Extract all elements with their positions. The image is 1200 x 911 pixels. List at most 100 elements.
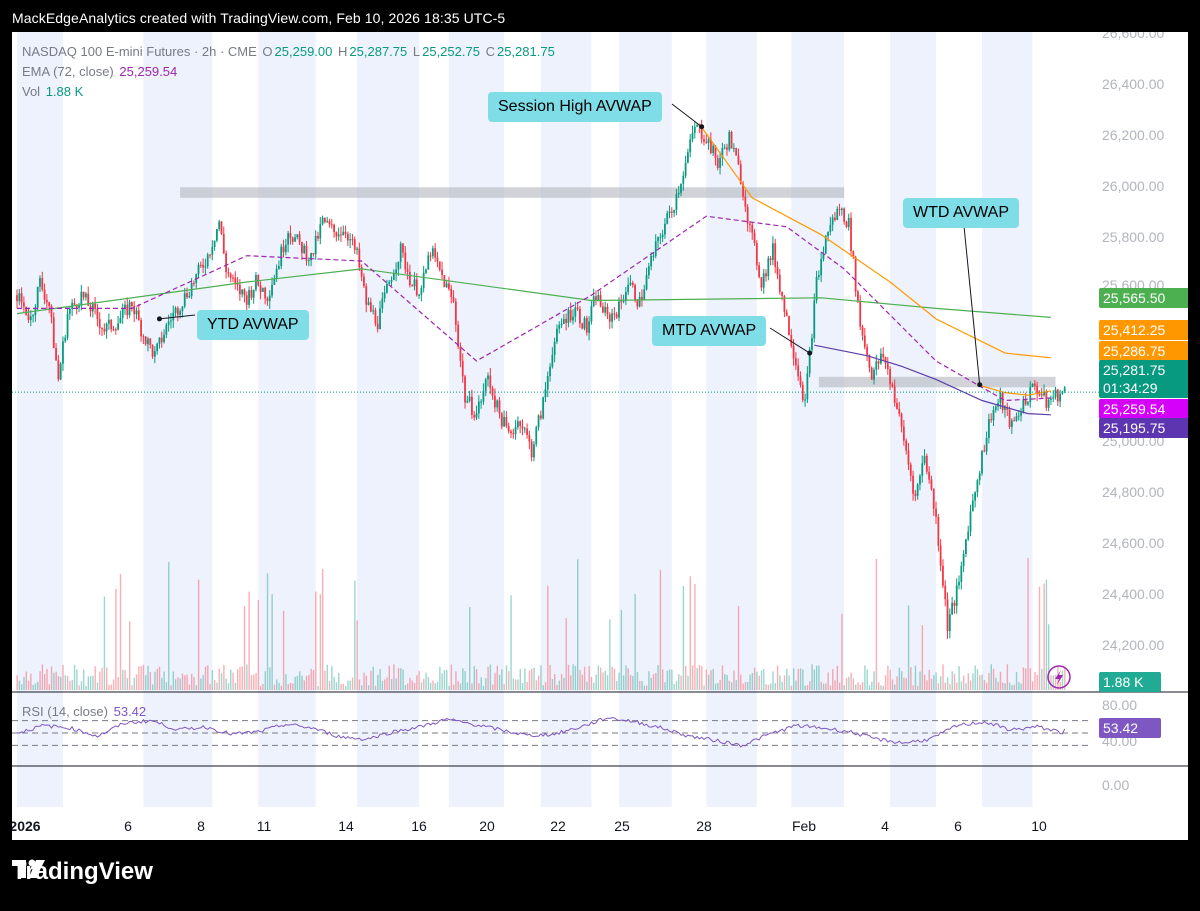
volume-bar [829,685,832,690]
candle-body [41,277,44,290]
volume-bar [271,594,273,690]
candle-body [898,409,901,414]
volume-bar [597,665,600,690]
volume-bar [480,677,482,690]
candle-body [333,224,335,232]
candle-body [268,295,271,302]
candle-body [1017,415,1020,417]
session-high-callout-leader [671,103,702,128]
volume-bar [57,676,60,690]
price-chart[interactable] [12,32,1188,840]
candle-body [767,258,770,277]
volume-bar [512,678,515,690]
candle-body [266,298,269,302]
candle-body [388,281,391,284]
candle-body [799,376,802,385]
candle-body [477,401,480,414]
volume-bar [390,679,393,690]
volume-bar [147,665,149,690]
tradingview-logo[interactable]: TradingView [12,858,153,886]
volume-bar [827,672,829,690]
volume-bar [452,684,455,690]
candle-body [261,287,264,292]
volume-bar [92,675,94,690]
volume-bar [96,682,99,690]
candle-body [889,369,891,385]
candle-body [923,455,926,464]
candle-body [606,306,609,315]
candle-body [523,428,526,430]
volume-bar [232,672,234,690]
volume-bar [209,684,211,690]
volume-bar [55,671,57,690]
bar-countdown: 01:34:29 [1103,380,1158,396]
volume-bar [786,668,788,690]
date-tick: 16 [411,818,427,834]
candle-body [668,211,671,214]
volume-bar [894,684,896,690]
candle-body [714,145,717,159]
volume-bar [450,664,453,690]
candle-body [273,278,276,285]
candle-body [284,244,287,253]
volume-bar [988,673,990,690]
volume-bar [269,667,271,690]
volume-bar [1043,583,1045,690]
candle-body [390,279,393,282]
candle-body [413,279,416,287]
volume-bar [370,670,372,690]
chart-panel[interactable]: NASDAQ 100 E-mini Futures · 2h · CME O 25… [12,32,1188,840]
candle-body [675,194,678,211]
candle-body [238,284,241,295]
volume-bar [554,674,556,690]
candle-body [335,231,338,237]
candle-body [627,284,630,293]
candle-body [367,302,370,305]
candle-body [468,396,471,401]
candle-body [337,234,340,237]
candle-body [912,475,914,494]
close-value: 25,281.75 [496,44,555,59]
volume-bar [1015,672,1018,690]
volume-bar [133,677,135,690]
volume-bar [420,682,423,690]
candle-body [287,233,290,245]
volume-bar [321,568,324,690]
candle-body [108,319,110,324]
candle-body [866,347,869,355]
volume-bar [259,685,262,690]
candle-body [512,433,515,435]
candle-body [18,293,21,302]
volume-bar [772,671,774,690]
volume-bar [609,619,611,690]
candle-body [965,539,967,555]
candle-body [211,247,214,255]
candle-body [960,565,963,582]
volume-bar [963,675,965,690]
candle-body [498,400,501,414]
volume-bar [234,682,237,690]
candle-body [939,545,942,566]
candle-body [565,318,568,323]
volume-bar [524,668,526,690]
volume-bar [705,669,708,690]
volume-bar [997,681,999,690]
candle-body [473,415,476,418]
session-avwap-price-tag: 25,412.25 [1099,320,1188,340]
volume-bar [689,576,691,690]
volume-bar [20,684,23,690]
volume-bar [278,682,280,690]
candle-body [215,229,218,241]
candle-body [91,303,94,312]
volume-bar [85,685,87,690]
candle-body [85,293,87,298]
volume-bar [691,665,694,690]
candle-body [452,297,455,302]
candle-body [156,343,159,352]
candle-body [1063,387,1066,392]
candle-body [822,253,825,260]
candle-body [232,277,234,279]
volume-bar [845,677,848,690]
candle-body [765,273,767,277]
candle-body [905,440,908,451]
